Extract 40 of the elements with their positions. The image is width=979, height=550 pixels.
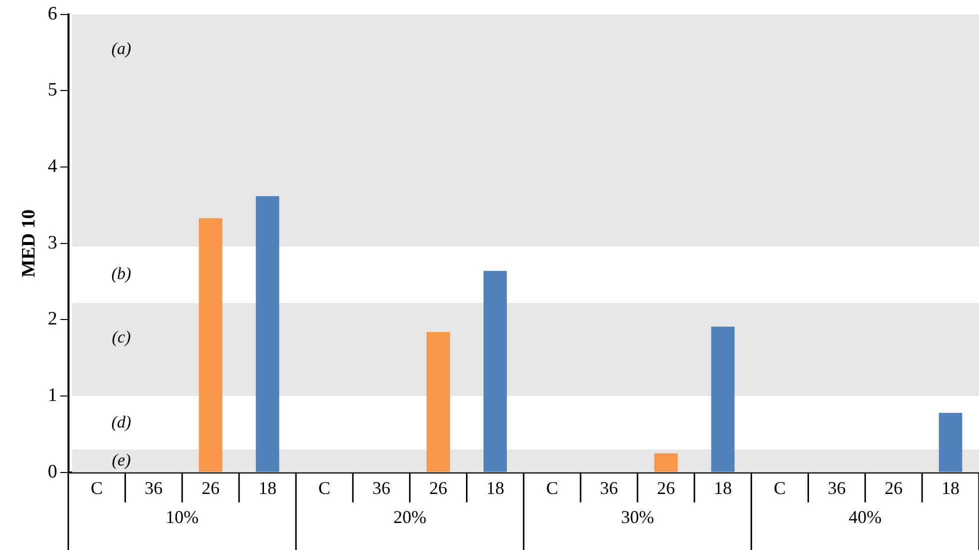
x-tick-label: 36	[828, 478, 846, 498]
bar	[938, 412, 962, 472]
x-tick-label: 26	[656, 478, 675, 498]
x-tick-label: 36	[144, 478, 163, 498]
band-label: (a)	[111, 38, 132, 58]
y-tick-label: 3	[48, 232, 58, 254]
text: 40%	[848, 507, 882, 528]
bar	[711, 326, 735, 472]
bar	[198, 218, 222, 472]
x-tick-label: 26	[429, 478, 448, 498]
x-tick-label: C	[774, 478, 786, 498]
x-tick-label: 36	[600, 478, 618, 498]
y-tick-label: 2	[48, 308, 58, 330]
y-tick-label: 4	[48, 156, 58, 178]
text: 20%	[393, 507, 426, 528]
y-tick-label: 6	[48, 3, 58, 24]
y-tick-label: 1	[48, 385, 58, 406]
band-label: (e)	[112, 450, 132, 470]
x-tick-label: 26	[884, 478, 903, 498]
x-tick-label: C	[546, 478, 558, 498]
bar	[484, 270, 507, 472]
annotation: (d)	[111, 412, 132, 432]
y-tick-label: 0	[48, 461, 58, 482]
text: 30%	[620, 507, 654, 528]
bar	[426, 332, 450, 472]
x-tick-label: 36	[372, 478, 390, 498]
x-tick-label: 18	[486, 478, 504, 498]
band-label: (c)	[112, 327, 132, 346]
x-tick-label: 18	[258, 478, 277, 498]
y-tick-label: 5	[48, 80, 58, 101]
x-tick-label: 26	[202, 478, 220, 498]
text: 10%	[166, 507, 199, 528]
annotation: (b)	[111, 264, 132, 284]
x-tick-label: C	[90, 478, 103, 498]
x-tick-label: 18	[714, 478, 732, 498]
x-tick-label: C	[318, 478, 330, 498]
y-axis-title: MED 10	[18, 209, 40, 278]
x-tick-label: 18	[942, 478, 960, 498]
bar	[654, 453, 678, 472]
bar	[256, 196, 280, 472]
